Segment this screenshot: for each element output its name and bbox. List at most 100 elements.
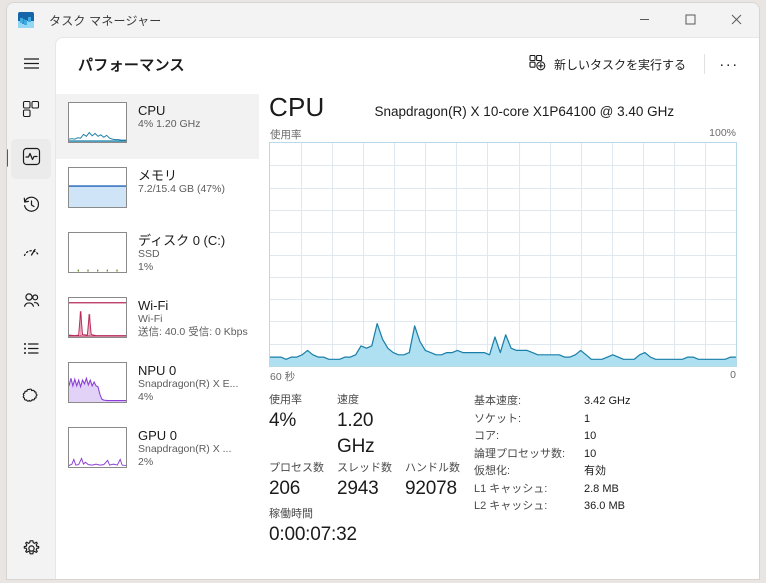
sidebar-item-services[interactable] — [11, 379, 51, 419]
spec-value: 1 — [584, 412, 591, 425]
spec-key: コア: — [474, 430, 500, 442]
header-actions: 新しいタスクを実行する ··· — [519, 48, 745, 80]
list-item-sub1: Snapdragon(R) X ... — [138, 443, 232, 455]
detail-title: CPU — [269, 92, 325, 122]
sidebar-item-performance[interactable] — [7, 139, 51, 179]
list-item-title: ディスク 0 (C:) — [138, 233, 226, 248]
minimize-icon[interactable] — [621, 3, 667, 36]
list-item-wifi-meta: Wi-Fi Wi-Fi 送信: 40.0 受信: 0 Kbps — [138, 297, 248, 339]
list-item-cpu-meta: CPU 4% 1.20 GHz — [138, 102, 200, 131]
spec-row: L1 キャッシュ: 2.8 MB — [474, 481, 737, 499]
sidebar-item-details[interactable] — [11, 331, 51, 371]
sidebar-item-settings[interactable] — [11, 531, 51, 571]
gpu-thumbnail-graph — [68, 427, 127, 468]
list-item-cpu[interactable]: CPU 4% 1.20 GHz — [56, 94, 259, 159]
list-item-sub1: 4% 1.20 GHz — [138, 118, 201, 130]
stat-label: 速度 — [337, 394, 359, 406]
list-item-title: CPU — [138, 103, 166, 118]
maximize-icon[interactable] — [667, 3, 713, 36]
spec-key: L1 キャッシュ: — [474, 482, 548, 495]
spec-value: 36.0 MB — [584, 500, 625, 512]
list-item-disk-meta: ディスク 0 (C:) SSD 1% — [138, 232, 225, 274]
list-item-title: メモリ — [138, 168, 178, 183]
stat-label: 稼働時間 — [269, 508, 313, 520]
list-item-npu-meta: NPU 0 Snapdragon(R) X E... 4% — [138, 362, 238, 404]
list-item-gpu-meta: GPU 0 Snapdragon(R) X ... 2% — [138, 427, 231, 469]
spec-value: 2.8 MB — [584, 482, 619, 495]
stat-threads: スレッド数 2943 — [337, 460, 405, 502]
cpu-thumbnail-graph — [68, 102, 127, 143]
spec-value: 3.42 GHz — [584, 395, 631, 407]
stats-row-2: プロセス数 206 スレッド数 2943 ハンドル数 92078 — [269, 460, 474, 502]
panes: CPU 4% 1.20 GHz メ — [56, 90, 759, 579]
close-icon[interactable] — [713, 3, 759, 36]
list-item-npu[interactable]: NPU 0 Snapdragon(R) X E... 4% — [56, 354, 259, 419]
task-manager-icon — [18, 12, 34, 28]
wifi-thumbnail-graph — [68, 297, 127, 338]
list-item-gpu[interactable]: GPU 0 Snapdragon(R) X ... 2% — [56, 419, 259, 484]
stat-value: 206 — [269, 478, 301, 499]
cpu-stats-left: 使用率 4% 速度 1.20 GHz プロセス数 — [269, 392, 474, 548]
add-task-icon — [529, 54, 546, 74]
list-item-sub2: 2% — [138, 456, 154, 468]
window-body: パフォーマンス 新し — [7, 37, 759, 579]
list-item-memory[interactable]: メモリ 7.2/15.4 GB (47%) — [56, 159, 259, 224]
npu-thumbnail-graph — [68, 362, 127, 403]
page-title: パフォーマンス — [78, 56, 185, 74]
spec-row: 仮想化: 有効 — [474, 463, 737, 481]
stat-handles: ハンドル数 92078 — [405, 460, 473, 502]
list-item-title: GPU 0 — [138, 428, 178, 443]
hamburger-menu-icon[interactable] — [11, 43, 51, 83]
more-options-icon[interactable]: ··· — [719, 55, 739, 73]
spec-key: 論理プロセッサ数: — [474, 447, 566, 460]
spec-value: 有効 — [584, 465, 606, 477]
sidebar-item-processes[interactable] — [11, 91, 51, 131]
stat-label: プロセス数 — [269, 462, 324, 474]
stat-value: 92078 — [405, 478, 457, 499]
run-new-task-button[interactable]: 新しいタスクを実行する — [519, 48, 696, 80]
cpu-usage-chart — [269, 142, 737, 367]
stat-utilization: 使用率 4% — [269, 392, 337, 460]
chart-top-labels: 使用率 100% — [269, 127, 737, 142]
list-item-title: NPU 0 — [138, 363, 177, 378]
gear-icon — [22, 539, 41, 563]
spec-row: 論理プロセッサ数: 10 — [474, 446, 737, 464]
stat-label: ハンドル数 — [405, 462, 460, 474]
spec-row: 基本速度: 3.42 GHz — [474, 393, 737, 411]
cpu-stats: 使用率 4% 速度 1.20 GHz プロセス数 — [269, 392, 737, 548]
list-item-memory-meta: メモリ 7.2/15.4 GB (47%) — [138, 167, 225, 196]
chart-x-axis-start: 60 秒 — [270, 371, 296, 383]
spec-value: 10 — [584, 447, 597, 460]
detail-header: CPU Snapdragon(R) X 10-core X1P64100 @ 3… — [269, 92, 737, 123]
sidebar-item-app-history[interactable] — [11, 187, 51, 227]
processes-icon — [22, 100, 40, 123]
cpu-usage-chart-svg — [270, 143, 736, 366]
history-clock-icon — [22, 195, 41, 219]
sidebar-item-startup-apps[interactable] — [11, 235, 51, 275]
spec-key: 基本速度: — [474, 395, 522, 407]
list-item-title: Wi-Fi — [138, 298, 169, 313]
memory-thumbnail-graph — [68, 167, 127, 208]
chart-y-axis-max: 100% — [709, 127, 736, 139]
cpu-detail-pane: CPU Snapdragon(R) X 10-core X1P64100 @ 3… — [259, 90, 759, 579]
resource-list: CPU 4% 1.20 GHz メ — [56, 90, 259, 579]
list-item-wifi[interactable]: Wi-Fi Wi-Fi 送信: 40.0 受信: 0 Kbps — [56, 289, 259, 354]
sidebar-item-users[interactable] — [11, 283, 51, 323]
disk-thumbnail-graph — [68, 232, 127, 273]
cpu-model-name: Snapdragon(R) X 10-core X1P64100 @ 3.40 … — [374, 104, 675, 119]
stat-speed: 速度 1.20 GHz — [337, 392, 409, 460]
chart-bottom-labels: 60 秒 0 — [269, 369, 737, 384]
list-item-sub1: SSD — [138, 248, 160, 260]
stat-value: 4% — [269, 410, 297, 431]
spec-key: 仮想化: — [474, 465, 511, 477]
spec-key: ソケット: — [474, 412, 522, 425]
users-icon — [22, 291, 41, 315]
performance-pulse-icon — [22, 147, 41, 171]
list-item-disk[interactable]: ディスク 0 (C:) SSD 1% — [56, 224, 259, 289]
stat-value: 0:00:07:32 — [269, 524, 357, 545]
chart-x-axis-end: 0 — [730, 369, 736, 381]
spec-row: コア: 10 — [474, 428, 737, 446]
stat-uptime: 稼働時間 0:00:07:32 — [269, 506, 474, 548]
content-area: パフォーマンス 新し — [55, 37, 759, 579]
stat-value: 1.20 GHz — [337, 410, 375, 457]
